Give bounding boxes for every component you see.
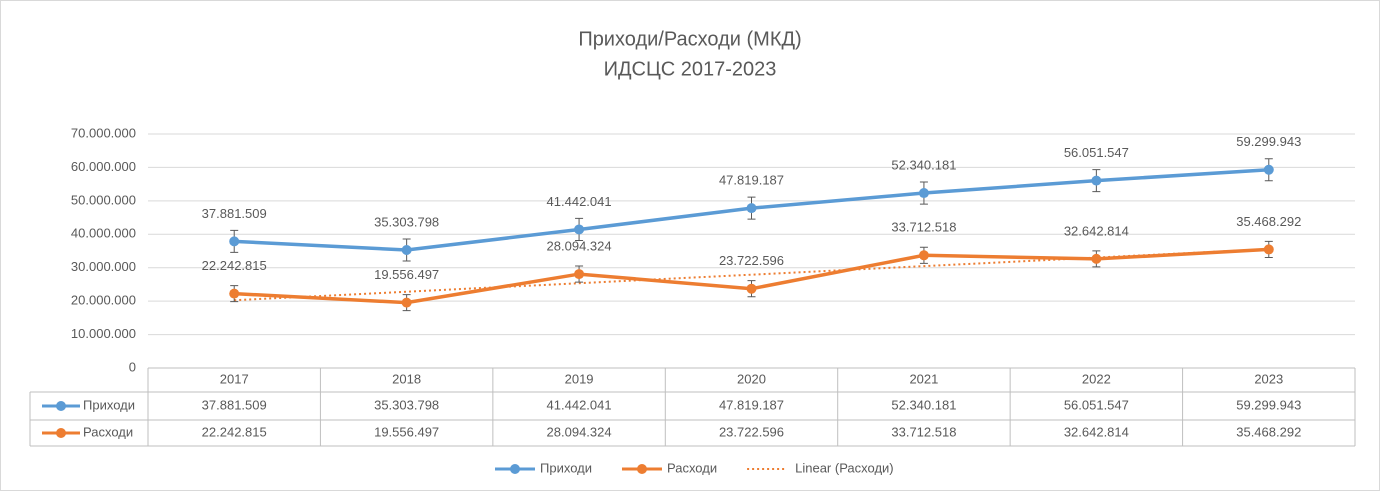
point [1091,253,1102,264]
y-tick-label: 50.000.000 [71,192,136,207]
data-label: 28.094.324 [547,239,612,254]
table-cell: 22.242.815 [202,424,267,439]
table-series-name: Приходи [83,397,135,412]
y-tick-label: 10.000.000 [71,326,136,341]
table-cell: 52.340.181 [891,397,956,412]
legend-label: Приходи [540,460,592,475]
x-tick-label: 2022 [1082,371,1111,386]
table-cell: 19.556.497 [374,424,439,439]
table-series-name: Расходи [83,424,133,439]
point [229,236,240,247]
x-tick-label: 2019 [565,371,594,386]
table-legend-marker [56,401,66,411]
data-label: 33.712.518 [891,220,956,235]
table-cell: 56.051.547 [1064,397,1129,412]
x-tick-label: 2020 [737,371,766,386]
legend-label: Расходи [667,460,717,475]
table-cell: 23.722.596 [719,424,784,439]
data-label: 22.242.815 [202,258,267,273]
x-tick-label: 2018 [392,371,421,386]
table-cell: 32.642.814 [1064,424,1129,439]
point [918,188,929,199]
point [401,244,412,255]
data-label: 56.051.547 [1064,145,1129,160]
data-label: 47.819.187 [719,173,784,188]
table-cell: 28.094.324 [547,424,612,439]
y-tick-label: 20.000.000 [71,293,136,308]
data-label: 19.556.497 [374,267,439,282]
data-label: 35.303.798 [374,214,439,229]
point [401,297,412,308]
point [1263,244,1274,255]
table-cell: 59.299.943 [1236,397,1301,412]
y-tick-label: 30.000.000 [71,259,136,274]
point [746,283,757,294]
x-tick-label: 2017 [220,371,249,386]
y-tick-label: 0 [129,359,136,374]
point [1091,175,1102,186]
point [1263,164,1274,175]
chart-title: Приходи/Расходи (МКД) [578,28,801,50]
table-cell: 47.819.187 [719,397,784,412]
point [229,288,240,299]
y-tick-label: 60.000.000 [71,159,136,174]
data-label: 32.642.814 [1064,223,1129,238]
table-cell: 35.303.798 [374,397,439,412]
y-tick-label: 40.000.000 [71,226,136,241]
data-label: 59.299.943 [1236,134,1301,149]
x-tick-label: 2021 [909,371,938,386]
point [574,224,585,235]
table-cell: 41.442.041 [547,397,612,412]
legend-marker [510,464,520,474]
data-label: 23.722.596 [719,253,784,268]
data-label: 52.340.181 [891,157,956,172]
data-label: 35.468.292 [1236,214,1301,229]
data-label: 41.442.041 [547,194,612,209]
y-tick-label: 70.000.000 [71,125,136,140]
data-label: 37.881.509 [202,206,267,221]
table-cell: 33.712.518 [891,424,956,439]
point [918,250,929,261]
point [574,269,585,280]
point [746,203,757,214]
table-cell: 37.881.509 [202,397,267,412]
table-legend-marker [56,428,66,438]
x-tick-label: 2023 [1254,371,1283,386]
table-cell: 35.468.292 [1236,424,1301,439]
legend-marker [636,464,647,474]
legend-label: Linear (Расходи) [795,460,894,475]
chart-subtitle: ИДСЦС 2017-2023 [604,58,777,80]
